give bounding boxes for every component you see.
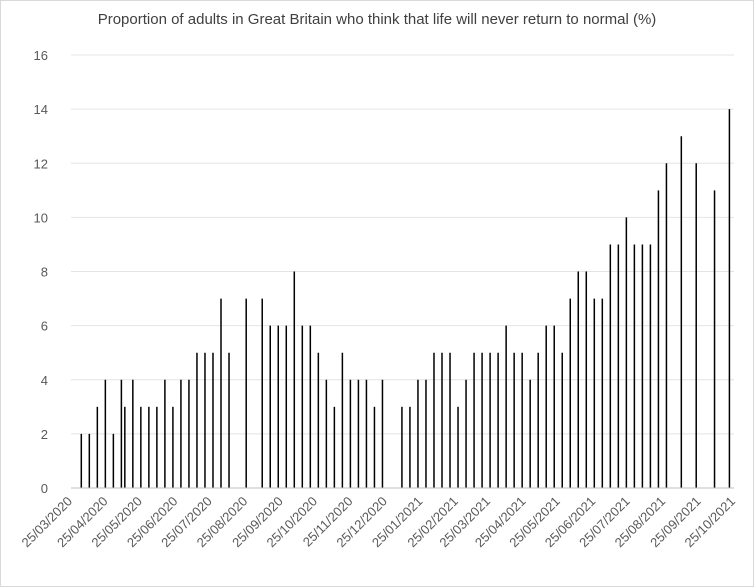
y-tick-label: 2 (41, 427, 48, 442)
y-tick-label: 16 (34, 48, 48, 63)
chart-title: Proportion of adults in Great Britain wh… (97, 11, 657, 28)
y-tick-label: 8 (41, 265, 48, 280)
y-tick-label: 10 (34, 210, 48, 225)
y-tick-label: 6 (41, 319, 48, 334)
y-tick-label: 14 (34, 102, 48, 117)
y-axis-ticks: 0 2 4 6 8 10 12 14 16 (34, 48, 48, 496)
bars (80, 109, 731, 488)
x-axis-ticks: 25/03/202025/04/202025/05/202025/06/2020… (18, 494, 738, 551)
y-tick-label: 12 (34, 156, 48, 171)
y-tick-label: 0 (41, 481, 48, 496)
y-tick-label: 4 (41, 373, 48, 388)
